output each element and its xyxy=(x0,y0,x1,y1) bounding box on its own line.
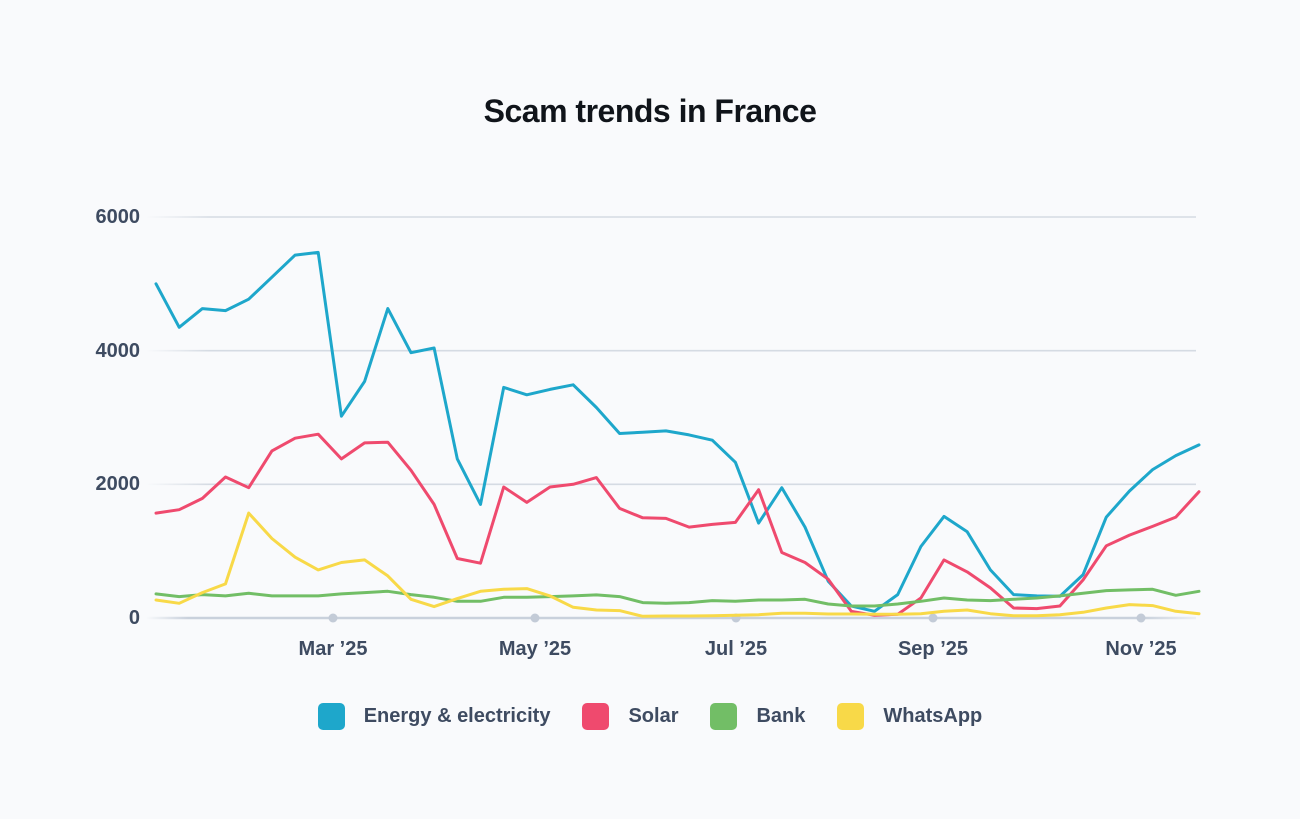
x-axis-label-2: Jul ’25 xyxy=(704,638,768,660)
legend-swatch-icon xyxy=(710,703,738,730)
x-axis-label-3: Sep ’25 xyxy=(897,638,969,660)
series-line-3 xyxy=(154,511,1201,618)
x-axis-label-0: Mar ’25 xyxy=(298,638,368,660)
legend-label: WhatsApp xyxy=(883,705,983,727)
x-axis-tick-dot-1 xyxy=(530,613,540,623)
legend-item-2: Bank xyxy=(710,703,805,730)
y-axis-label-0: 0 xyxy=(128,607,140,629)
series-line-1 xyxy=(154,432,1201,617)
legend-label: Energy & electricity xyxy=(363,705,551,727)
legend: Energy & electricity Solar Bank WhatsApp xyxy=(0,703,1300,730)
series-line-0 xyxy=(154,250,1201,613)
legend-swatch-icon xyxy=(317,703,345,730)
y-axis-label-6000: 6000 xyxy=(95,206,141,228)
legend-item-3: WhatsApp xyxy=(837,703,982,730)
y-axis-label-4000: 4000 xyxy=(95,339,141,362)
legend-swatch-icon xyxy=(837,703,865,730)
legend-swatch-icon xyxy=(582,703,610,730)
series-line-2 xyxy=(154,587,1201,608)
x-axis-tick-dot-4 xyxy=(1136,613,1146,623)
legend-label: Bank xyxy=(756,705,806,727)
x-axis-label-4: Nov ’25 xyxy=(1105,638,1177,660)
legend-item-0: Energy & electricity xyxy=(317,703,551,730)
legend-item-1: Solar xyxy=(582,703,678,730)
x-axis-label-1: May ’25 xyxy=(498,638,572,660)
x-axis-tick-dot-3 xyxy=(928,613,938,623)
legend-label: Solar xyxy=(628,705,679,727)
chart-title: Scam trends in France xyxy=(483,93,817,129)
y-axis-label-2000: 2000 xyxy=(95,473,141,496)
x-axis-tick-dot-0 xyxy=(328,613,338,623)
